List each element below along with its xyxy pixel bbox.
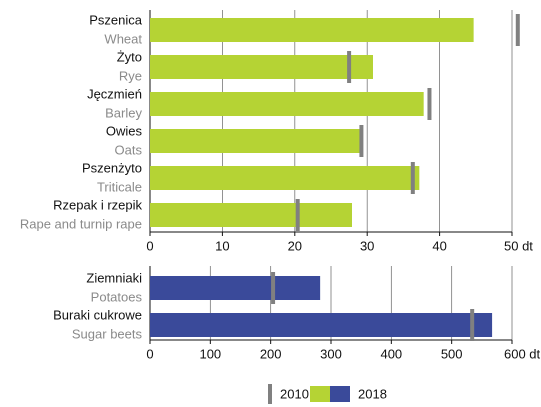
- bar: [150, 129, 363, 153]
- marker-2010: [359, 125, 364, 157]
- x-tick-label: 100: [199, 346, 221, 361]
- x-tick-label: 0: [146, 346, 153, 361]
- marker-2010: [295, 199, 300, 231]
- x-tick-label: 600 dt: [504, 346, 541, 361]
- x-tick-label: 10: [215, 238, 229, 253]
- category-label-en: Triticale: [97, 179, 142, 194]
- category-label: Jęczmień: [87, 86, 142, 101]
- category-label-en: Rape and turnip rape: [20, 216, 142, 231]
- legend-marker-2010: [268, 384, 272, 404]
- category-label: Buraki cukrowe: [53, 307, 142, 322]
- x-tick-label: 30: [360, 238, 374, 253]
- marker-2010: [410, 162, 415, 194]
- bar: [150, 55, 373, 79]
- marker-2010: [271, 272, 276, 304]
- bar: [150, 276, 321, 300]
- legend-label: 2010: [280, 386, 309, 401]
- category-label-en: Sugar beets: [72, 326, 143, 341]
- category-label-en: Potatoes: [91, 289, 143, 304]
- x-tick-label: 40: [432, 238, 446, 253]
- marker-2010: [470, 309, 475, 341]
- legend-swatch-blue: [330, 386, 350, 402]
- bar: [150, 313, 493, 337]
- category-label: Żyto: [117, 49, 142, 64]
- category-label-en: Barley: [105, 105, 142, 120]
- marker-2010: [515, 14, 520, 46]
- category-label: Pszenżyto: [82, 160, 142, 175]
- category-label: Pszenica: [89, 12, 143, 27]
- bar: [150, 18, 474, 42]
- marker-2010: [347, 51, 352, 83]
- bar: [150, 166, 420, 190]
- x-tick-label: 20: [288, 238, 302, 253]
- category-label: Rzepak i rzepik: [53, 197, 142, 212]
- x-tick-label: 50 dt: [504, 238, 533, 253]
- bar: [150, 92, 424, 116]
- marker-2010: [427, 88, 432, 120]
- x-tick-label: 300: [320, 346, 342, 361]
- bar: [150, 203, 352, 227]
- category-label: Ziemniaki: [86, 270, 142, 285]
- legend-label: 2018: [358, 386, 387, 401]
- category-label-en: Oats: [115, 142, 143, 157]
- x-tick-label: 0: [146, 238, 153, 253]
- category-label-en: Wheat: [104, 31, 142, 46]
- legend-swatch-green: [310, 386, 330, 402]
- category-label-en: Rye: [119, 68, 142, 83]
- category-label: Owies: [106, 123, 143, 138]
- x-tick-label: 400: [380, 346, 402, 361]
- x-tick-label: 500: [441, 346, 463, 361]
- x-tick-label: 200: [260, 346, 282, 361]
